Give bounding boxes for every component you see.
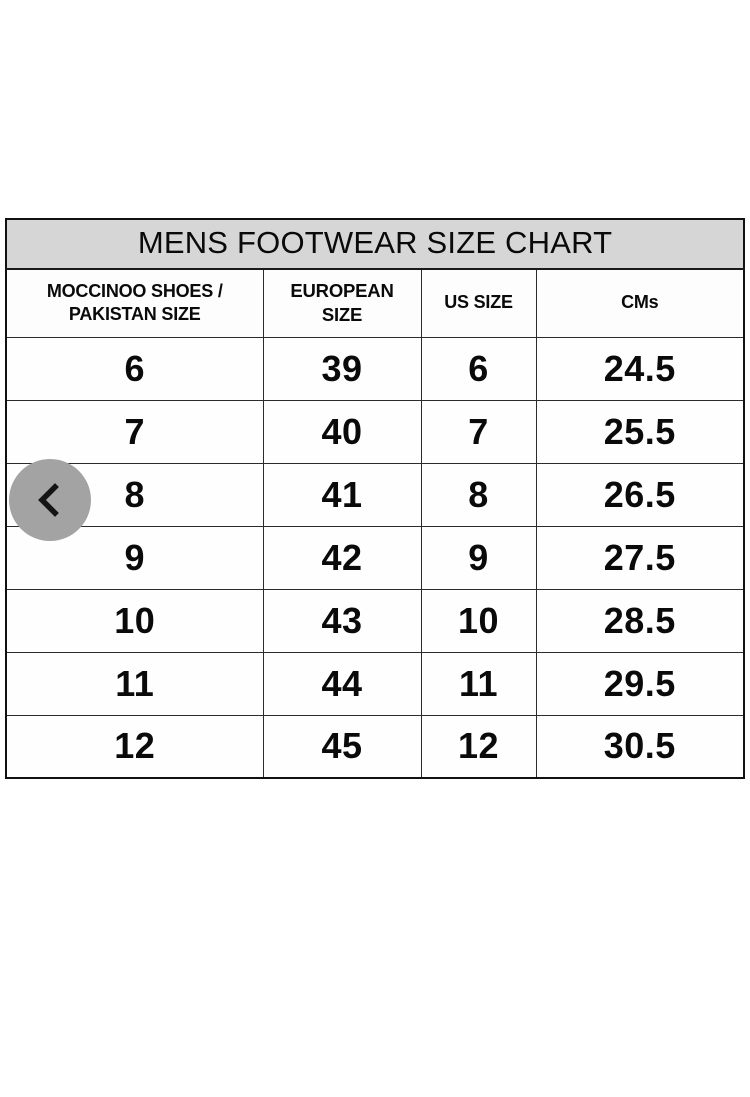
cell-cms: 29.5 — [535, 651, 745, 716]
cell-cms: 28.5 — [535, 588, 745, 653]
cell-us-size: 9 — [420, 525, 537, 590]
cell-cms: 27.5 — [535, 525, 745, 590]
column-header-european-size-line2: SIZE — [321, 304, 363, 326]
chart-title: MENS FOOTWEAR SIZE CHART — [5, 218, 745, 270]
column-header-pakistan-size-line1: MOCCINOO SHOES / — [46, 280, 223, 301]
cell-cms: 30.5 — [535, 714, 745, 779]
cell-us-size: 10 — [420, 588, 537, 653]
cell-european-size: 44 — [262, 651, 422, 716]
cell-pakistan-size: 7 — [5, 399, 264, 464]
cell-european-size: 42 — [262, 525, 422, 590]
table-header-row: MOCCINOO SHOES / PAKISTAN SIZE EUROPEAN … — [5, 268, 745, 338]
column-header-pakistan-size: MOCCINOO SHOES / PAKISTAN SIZE — [5, 268, 264, 338]
cell-us-size: 11 — [420, 651, 537, 716]
cell-us-size: 12 — [420, 714, 537, 779]
table-row: 6 39 6 24.5 — [5, 336, 745, 401]
column-header-us-size: US SIZE — [420, 268, 537, 338]
cell-us-size: 6 — [420, 336, 537, 401]
cell-pakistan-size: 10 — [5, 588, 264, 653]
back-button[interactable] — [9, 459, 91, 541]
table-row: 10 43 10 28.5 — [5, 588, 745, 653]
cell-cms: 25.5 — [535, 399, 745, 464]
column-header-european-size: EUROPEAN SIZE — [262, 268, 422, 338]
cell-european-size: 39 — [262, 336, 422, 401]
chevron-left-icon — [30, 480, 70, 520]
column-header-european-size-line1: EUROPEAN — [290, 279, 394, 301]
column-header-pakistan-size-line2: PAKISTAN SIZE — [68, 304, 201, 325]
cell-european-size: 41 — [262, 462, 422, 527]
table-row: 12 45 12 30.5 — [5, 714, 745, 779]
table-row: 8 41 8 26.5 — [5, 462, 745, 527]
cell-european-size: 43 — [262, 588, 422, 653]
table-row: 11 44 11 29.5 — [5, 651, 745, 716]
table-row: 7 40 7 25.5 — [5, 399, 745, 464]
cell-us-size: 7 — [420, 399, 537, 464]
table-title-row: MENS FOOTWEAR SIZE CHART — [5, 218, 745, 270]
cell-european-size: 40 — [262, 399, 422, 464]
mens-footwear-size-chart-table: MENS FOOTWEAR SIZE CHART MOCCINOO SHOES … — [5, 218, 746, 779]
cell-us-size: 8 — [420, 462, 537, 527]
cell-pakistan-size: 6 — [5, 336, 264, 401]
cell-pakistan-size: 12 — [5, 714, 264, 779]
cell-cms: 26.5 — [535, 462, 745, 527]
column-header-cms: CMs — [535, 268, 745, 338]
cell-pakistan-size: 11 — [5, 651, 264, 716]
table-row: 9 42 9 27.5 — [5, 525, 745, 590]
cell-cms: 24.5 — [535, 336, 745, 401]
cell-european-size: 45 — [262, 714, 422, 779]
